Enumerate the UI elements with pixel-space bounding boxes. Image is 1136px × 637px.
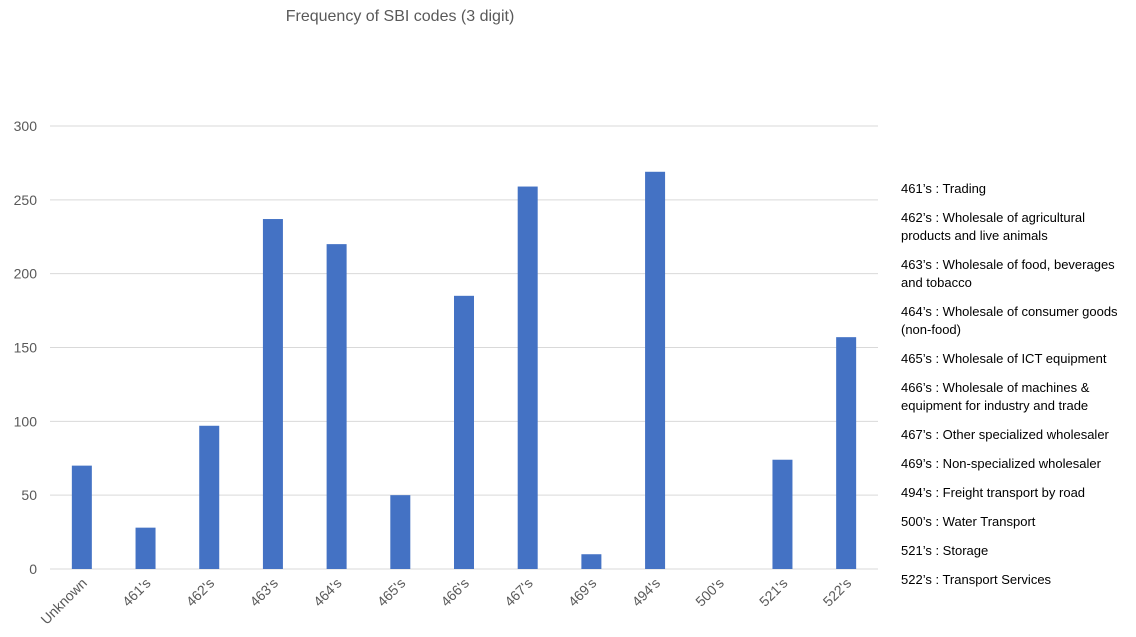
x-tick-label: 463's: [246, 575, 281, 610]
bar-chart: 0 50 100 150 200 250 300 Unknown 461's 462's 463'…: [14, 118, 878, 628]
legend-entry: 522’s : Transport Services: [901, 572, 1052, 587]
bar-464's: [326, 244, 347, 569]
x-tick-label: Unknown: [37, 575, 90, 628]
x-tick-label: 521's: [756, 575, 791, 610]
x-tick-label: 461's: [119, 575, 154, 610]
x-tick-label: 494's: [629, 575, 664, 610]
y-tick-label: 200: [14, 266, 38, 282]
y-tick-label: 50: [21, 487, 37, 503]
y-tick-label: 250: [14, 192, 38, 208]
legend-entry: 464’s : Wholesale of consumer goods (non…: [901, 304, 1118, 337]
code-legend: 461’s : Trading 462’s : Wholesale of agri…: [901, 180, 1133, 600]
x-tick-label: 522's: [820, 575, 855, 610]
bar-462's: [199, 425, 220, 569]
bar-521's: [772, 459, 793, 569]
bar-Unknown: [71, 465, 92, 569]
y-axis-ticks: 0 50 100 150 200 250 300: [14, 118, 38, 577]
legend-entry: 469’s : Non-specialized wholesaler: [901, 456, 1101, 471]
y-tick-label: 100: [14, 413, 38, 429]
legend-entry: 467’s : Other specialized wholesaler: [901, 427, 1109, 442]
bar-465's: [390, 495, 411, 569]
legend-entry: 462’s : Wholesale of agricultural produc…: [901, 210, 1086, 243]
legend-entry: 521’s : Storage: [901, 543, 989, 558]
bar-463's: [262, 219, 283, 569]
legend-entry: 466’s : Wholesale of machines & equipmen…: [901, 380, 1090, 413]
y-tick-label: 0: [29, 561, 37, 577]
chart-title: Frequency of SBI codes (3 digit): [285, 8, 515, 25]
x-tick-label: 467's: [501, 575, 536, 610]
y-tick-label: 150: [14, 340, 38, 356]
legend-entry: 500’s : Water Transport: [901, 514, 1036, 529]
bar-467's: [517, 186, 538, 569]
y-tick-label: 300: [14, 118, 38, 134]
legend-entry: 463’s : Wholesale of food, beverages and…: [901, 257, 1115, 290]
x-tick-label: 464's: [310, 575, 345, 610]
x-tick-label: 465's: [374, 575, 409, 610]
legend-entry: 465’s : Wholesale of ICT equipment: [901, 351, 1107, 366]
bar-461's: [135, 527, 156, 569]
legend-entry: 494’s : Freight transport by road: [901, 485, 1086, 500]
bar-522's: [836, 337, 857, 569]
x-tick-label: 462's: [183, 575, 218, 610]
x-axis-ticks: Unknown 461's 462's 463's 464's 465's 466's 467…: [37, 575, 854, 628]
x-tick-label: 466's: [437, 575, 472, 610]
x-tick-label: 500's: [692, 575, 727, 610]
bar-494's: [645, 171, 666, 569]
x-tick-label: 469's: [565, 575, 600, 610]
bars: [71, 171, 857, 569]
bar-466's: [454, 295, 474, 569]
legend-entry: 461’s : Trading: [901, 181, 987, 196]
bar-469's: [581, 554, 602, 569]
